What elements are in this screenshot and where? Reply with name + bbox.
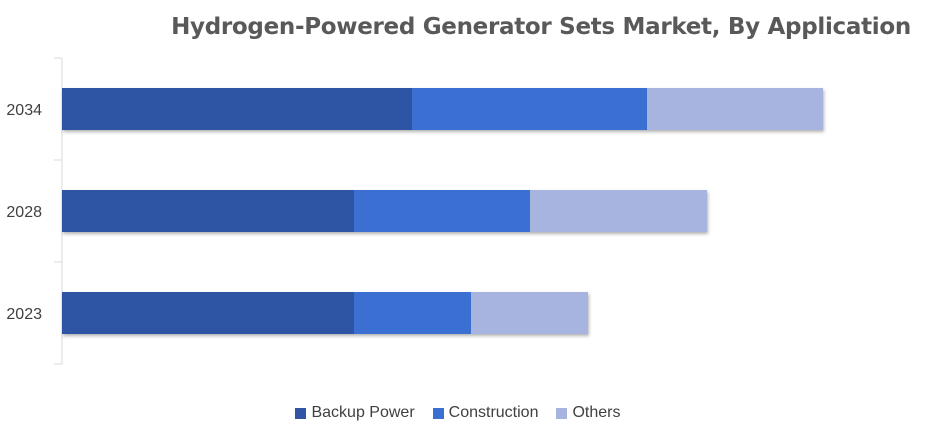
legend-item-construction: Construction <box>432 404 539 422</box>
y-tick-label-2034: 2034 <box>6 102 42 119</box>
bar-others-2023 <box>471 292 588 334</box>
y-tick-label-2023: 2023 <box>6 306 42 323</box>
bars-group <box>62 88 823 334</box>
legend-swatch-backup-power <box>295 407 307 419</box>
legend-swatch-construction <box>432 407 444 419</box>
bar-stack-2023 <box>62 292 588 334</box>
legend-label-backup-power: Backup Power <box>311 404 415 421</box>
legend-label-construction: Construction <box>448 404 539 421</box>
legend: Backup Power Construction Others <box>0 404 916 422</box>
y-axis-tick-labels: 2034 2028 2023 <box>6 102 42 323</box>
chart-title: Hydrogen-Powered Generator Sets Market, … <box>171 14 911 40</box>
bar-others-2028 <box>530 190 707 232</box>
legend-item-others: Others <box>556 404 621 422</box>
bar-backup-power-2023 <box>62 292 354 334</box>
bar-backup-power-2034 <box>62 88 412 130</box>
legend-label-others: Others <box>572 404 621 421</box>
legend-item-backup-power: Backup Power <box>295 404 415 422</box>
bar-backup-power-2028 <box>62 190 354 232</box>
bar-stack-2034 <box>62 88 823 130</box>
y-axis-ticks <box>54 57 62 365</box>
bar-stack-2028 <box>62 190 707 232</box>
bar-others-2034 <box>647 88 823 130</box>
bar-construction-2023 <box>354 292 471 334</box>
bar-construction-2028 <box>354 190 530 232</box>
legend-swatch-others <box>556 407 568 419</box>
bar-construction-2034 <box>412 88 647 130</box>
y-tick-label-2028: 2028 <box>6 204 42 221</box>
